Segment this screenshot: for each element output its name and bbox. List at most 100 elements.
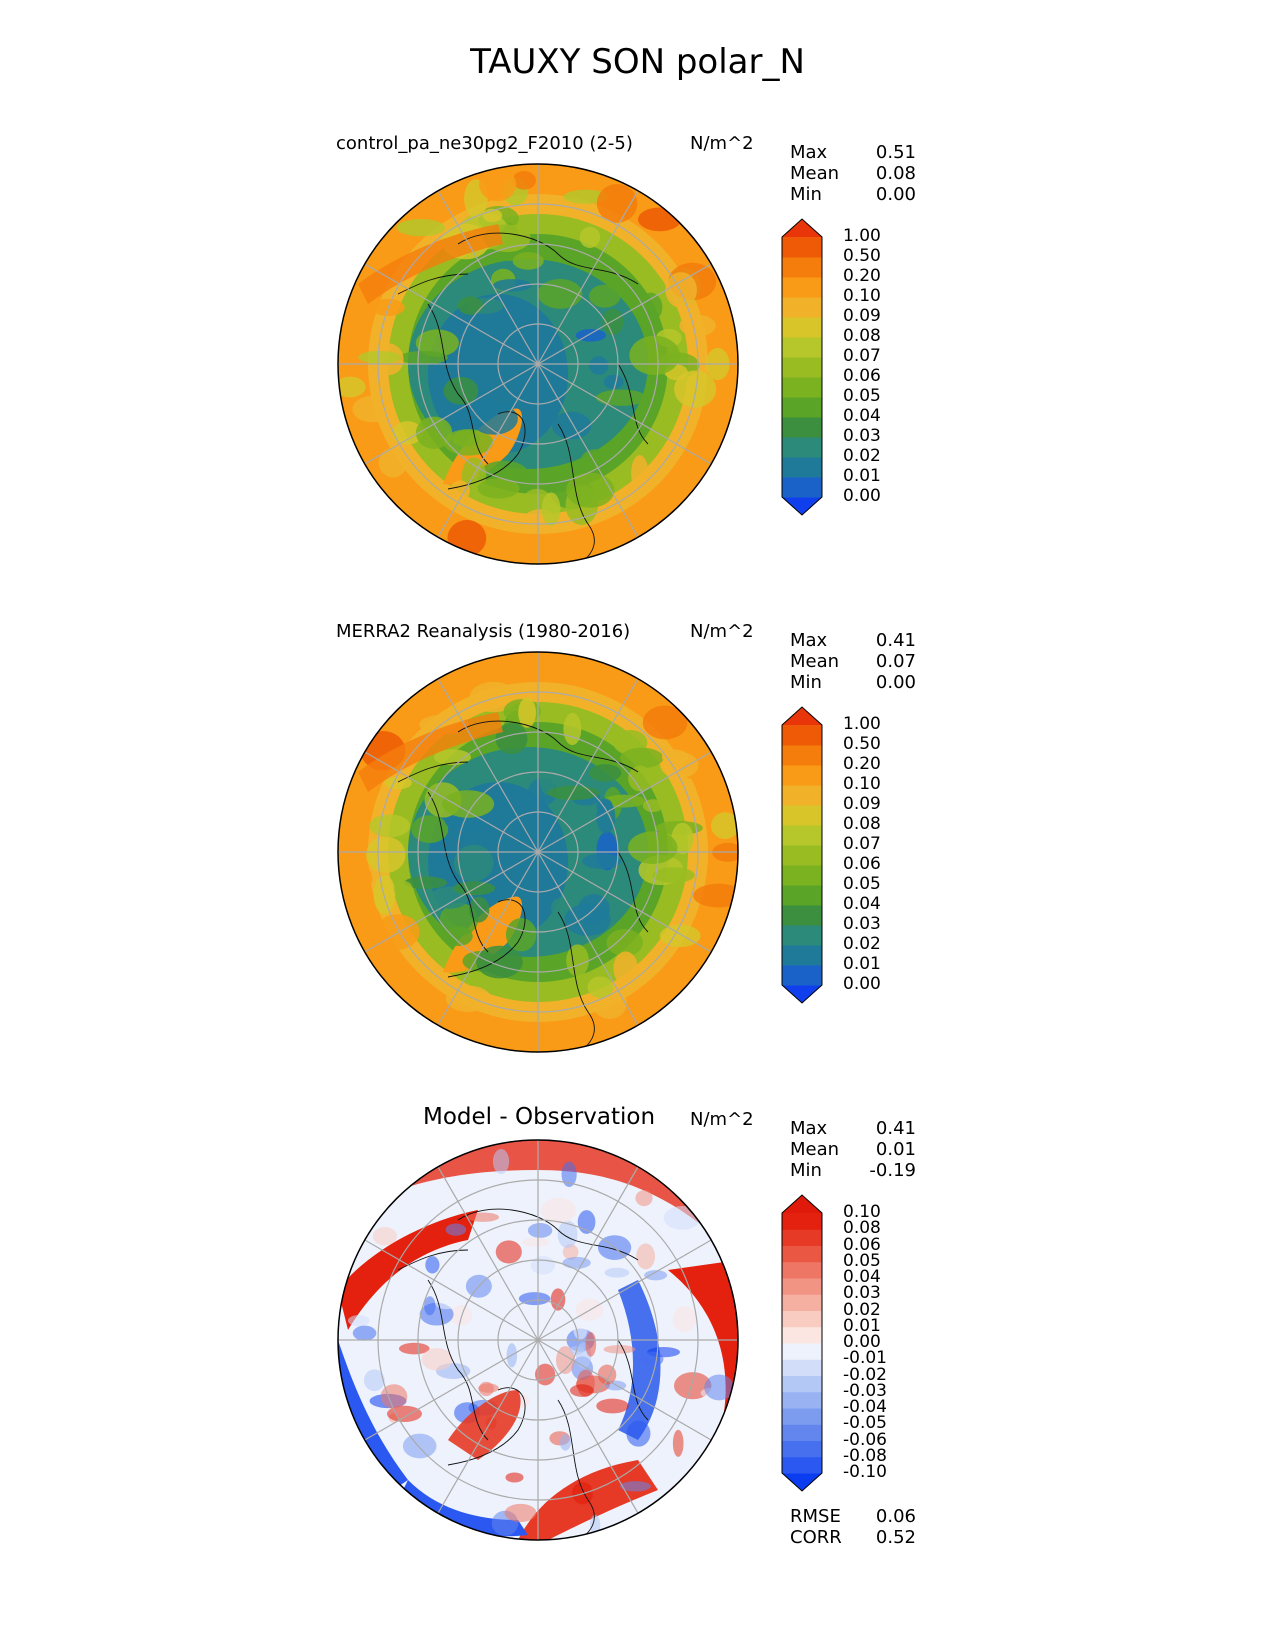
field-patch: [644, 1270, 668, 1281]
field-patch: [492, 1148, 510, 1174]
field-patch: [394, 881, 413, 898]
stat-label-mean: Mean: [790, 1139, 840, 1160]
stat-value-min: 0.00: [875, 184, 916, 205]
field-patch: [582, 853, 622, 869]
field-patch: [711, 812, 738, 839]
field-patch: [505, 1472, 524, 1483]
field-patch: [604, 1267, 630, 1278]
colorbar-tick-label: -0.05: [843, 1413, 887, 1434]
field-region: [338, 1210, 478, 1330]
coastline: [427, 791, 489, 953]
field-patch: [457, 296, 483, 315]
colorbar-tick-label: 0.20: [843, 266, 881, 286]
colorbar-tick-label: 0.03: [843, 426, 881, 446]
field-patch: [704, 1374, 735, 1401]
field-patch: [378, 447, 408, 478]
field-patch: [432, 684, 466, 700]
colorbar-outline: [781, 218, 823, 516]
colorbar-segment: [782, 965, 822, 986]
field-patch: [469, 681, 518, 713]
map-boundary: [337, 651, 739, 1053]
field-patch: [539, 760, 557, 796]
stat-value-max: 0.41: [875, 1118, 916, 1139]
field-patch: [518, 697, 537, 728]
colorbar-tick-label: 0.09: [843, 794, 881, 814]
colorbar-tick-label: 0.08: [843, 326, 881, 346]
colorbar-segment: [782, 1359, 822, 1376]
longitude-gridline: [437, 1166, 539, 1341]
colorbar-tick-label: -0.04: [843, 1397, 887, 1417]
colorbar-segment: [782, 1278, 822, 1295]
stat-label-max: Max: [790, 1118, 828, 1139]
field-patch: [421, 1348, 453, 1371]
colorbar-tick-label: 0.05: [843, 386, 881, 406]
colorbar-segment: [782, 277, 822, 298]
field-patch: [411, 815, 449, 844]
field-patch: [466, 1212, 500, 1222]
field-patch: [562, 1256, 591, 1269]
colorbar-extend-max: [782, 1195, 822, 1213]
longitude-gridline: [364, 363, 539, 465]
colorbar-segment: [782, 1424, 822, 1441]
field-patch: [541, 1197, 576, 1224]
field-patch: [352, 1325, 377, 1341]
longitude-gridline: [537, 678, 639, 853]
longitude-gridline: [437, 851, 539, 1026]
field-region: [443, 896, 523, 973]
field-patch: [569, 1384, 594, 1397]
field-patch: [563, 712, 582, 746]
longitude-gridline: [364, 263, 539, 365]
colorbar-tick-label: 0.02: [843, 1299, 881, 1320]
field-patch: [399, 1342, 430, 1355]
colorbar-tick-label: 0.01: [843, 954, 881, 974]
field-patch: [512, 252, 544, 270]
stat-value-min: 0.00: [875, 672, 916, 693]
field-patch: [580, 449, 610, 474]
panel-title: MERRA2 Reanalysis (1980-2016): [336, 621, 631, 642]
longitude-gridline: [437, 190, 539, 365]
field-patch: [566, 472, 615, 508]
colorbar-segment: [782, 237, 822, 258]
field-patch: [495, 1240, 522, 1264]
coastline: [617, 1339, 649, 1421]
stat-label-mean: Mean: [790, 651, 840, 672]
field-patch: [557, 1220, 578, 1249]
field-patch: [626, 1420, 651, 1447]
colorbar-segment: [782, 1213, 822, 1230]
field-patch: [452, 881, 496, 896]
units-label: N/m^2: [690, 1109, 754, 1130]
field-patch: [679, 314, 716, 337]
field-patch: [443, 429, 494, 456]
longitude-gridline: [537, 1239, 712, 1341]
colorbar-test: [781, 218, 823, 516]
colorbar-segment: [782, 297, 822, 318]
field-patch: [636, 1243, 656, 1270]
field-patch: [504, 656, 533, 673]
colorbar-tick-label: 0.20: [843, 754, 881, 774]
field-patch: [338, 860, 373, 897]
field-region: [668, 1260, 738, 1440]
field-patch: [453, 844, 494, 882]
map-boundary: [337, 1139, 739, 1541]
field-region: [358, 712, 503, 792]
field-patch: [404, 876, 448, 889]
colorbar-segment: [782, 825, 822, 846]
panel-title: control_pa_ne30pg2_F2010 (2-5): [336, 133, 633, 154]
field-patch: [479, 167, 517, 202]
longitude-gridline: [437, 1339, 539, 1514]
colorbar-segment: [782, 785, 822, 806]
field-patch: [399, 350, 448, 365]
colorbar-segment: [782, 357, 822, 378]
field-patch: [375, 914, 420, 950]
longitude-gridline: [437, 363, 539, 538]
field-patch: [693, 883, 738, 908]
field-patch: [672, 1429, 684, 1457]
longitude-gridline: [537, 851, 639, 1026]
field-patch: [635, 1190, 653, 1207]
longitude-gridline: [537, 851, 712, 953]
field-patch: [449, 480, 470, 501]
field-patch: [603, 794, 646, 808]
colorbar-segment: [782, 885, 822, 906]
field-patch: [589, 764, 622, 782]
colorbar-extend-max: [782, 707, 822, 725]
